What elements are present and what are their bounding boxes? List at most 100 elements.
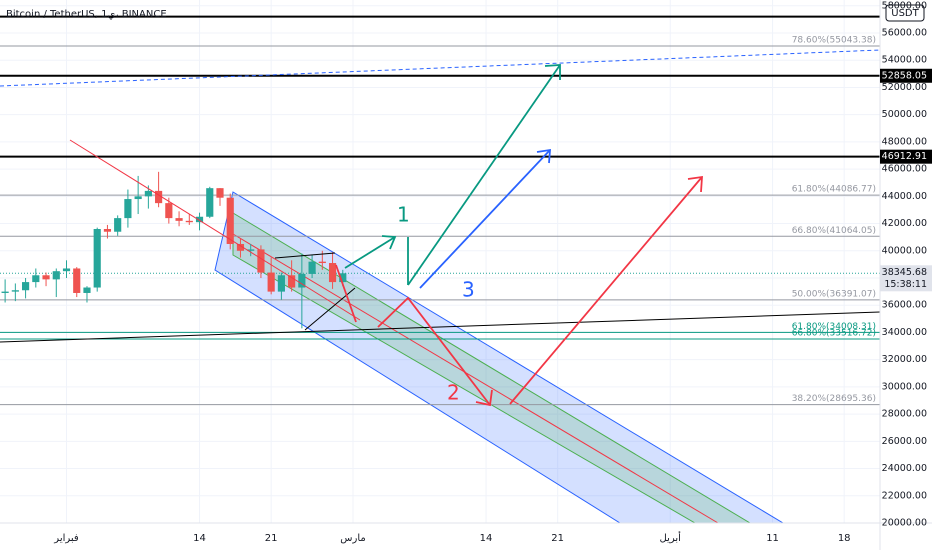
arrow-head [544,64,561,80]
grid [0,0,880,524]
candle-body [185,220,193,223]
level-label: 61.80%(34008.31) [792,322,876,332]
price-tag [880,68,932,83]
y-tick-label: 20000.00 [882,518,927,529]
currency-label[interactable]: USDT [891,8,919,19]
arrow [509,176,703,405]
x-tick-label: 14 [480,533,493,544]
candle-body [175,218,183,221]
y-tick-label: 58000.00 [882,0,927,11]
arrow-head [475,389,493,407]
level-label: 50.00%(36391.07) [792,289,876,299]
candle-body [93,229,101,288]
arrow-head [536,148,551,164]
x-tick-label: أبريل [660,531,682,544]
x-tick-label: 21 [265,533,278,544]
y-tick-label: 40000.00 [882,245,927,256]
y-tick-label: 54000.00 [882,55,927,66]
candle-body [226,197,234,244]
arrow [419,149,551,289]
arrow-head [687,175,703,193]
level-label: 38.20%(28695.36) [792,394,876,404]
candle-body [52,271,60,280]
candle-body [42,275,50,280]
y-tick-label: 36000.00 [882,300,927,311]
candle-body [83,287,91,293]
drawings [0,49,881,407]
y-tick-label: 32000.00 [882,354,927,365]
candle-body [144,190,152,197]
channel-center [232,233,719,524]
y-tick-label: 50000.00 [882,109,927,120]
level-label: 66.80%(33516.72) [792,329,876,339]
candle-body [62,268,71,272]
last-price-label: 38345.68 [882,267,927,278]
candle-body [155,190,163,204]
candle-body [124,199,132,219]
price-tag [880,149,932,164]
candle-body [73,268,81,293]
candle-body [277,275,285,292]
candle-body [328,263,337,283]
y-tick-label: 52000.00 [882,82,927,93]
trend-line [274,252,336,259]
arrow [407,64,561,286]
y-tick-label: 24000.00 [882,463,927,474]
candle-body [11,290,19,292]
candle-body [288,275,296,288]
candle-body [22,282,30,291]
candle-body [134,196,142,200]
levels: 78.60%(55043.38) 61.80%(44086.77) 66.80%(4… [0,15,880,406]
y-tick-label: 42000.00 [882,218,927,229]
candle-body [195,216,204,223]
last-price-tag [880,265,932,292]
y-tick-label: 30000.00 [882,381,927,392]
y-tick-label: 56000.00 [882,28,927,39]
y-tick-label: 22000.00 [882,490,927,501]
chart-title: Bitcoin / TetherUS, 1ي، BINANCE [6,9,167,20]
x-tick-label: مارس [340,533,365,544]
arrow [335,264,357,323]
candle-body [103,229,112,232]
candle-body [257,249,265,273]
candle-body [308,261,316,274]
candle-body [165,203,173,219]
candle-body [339,273,347,283]
x-tick-label: 14 [193,533,206,544]
arrow [377,296,491,406]
y-tick-label: 26000.00 [882,436,927,447]
price-tag-label: 52858.05 [882,70,927,81]
candle-body [32,275,40,283]
y-tick-label: 28000.00 [882,409,927,420]
x-tick-label: 21 [551,533,564,544]
price-tag-label: 46912.91 [882,151,927,162]
y-tick-label: 46000.00 [882,164,927,175]
arrow-head [381,235,397,250]
candle-body [1,291,9,293]
level-label: 66.80%(41064.05) [792,226,876,236]
level-label: 78.60%(55043.38) [792,36,876,46]
y-tick-label: 44000.00 [882,191,927,202]
annotation: 1 [397,203,410,227]
trend-line [69,139,361,321]
countdown-label: 15:38:11 [884,279,927,290]
candle-body [318,261,326,264]
x-tick-label: 11 [766,533,779,544]
annotation: 3 [462,278,475,302]
annotation: 2 [447,381,460,405]
candle-body [267,272,275,292]
trend-line [0,311,881,343]
x-tick-label: 18 [838,533,851,544]
candles [1,171,347,329]
candle-body [236,243,245,251]
candle-body [206,188,214,217]
candle-body [298,273,306,288]
candle-body [216,188,224,198]
x-tick-label: فبراير [53,533,79,544]
currency-badge[interactable] [885,4,925,22]
level-label: 61.80%(44086.77) [792,185,876,195]
arrow [344,236,396,269]
candle-body [247,249,255,251]
